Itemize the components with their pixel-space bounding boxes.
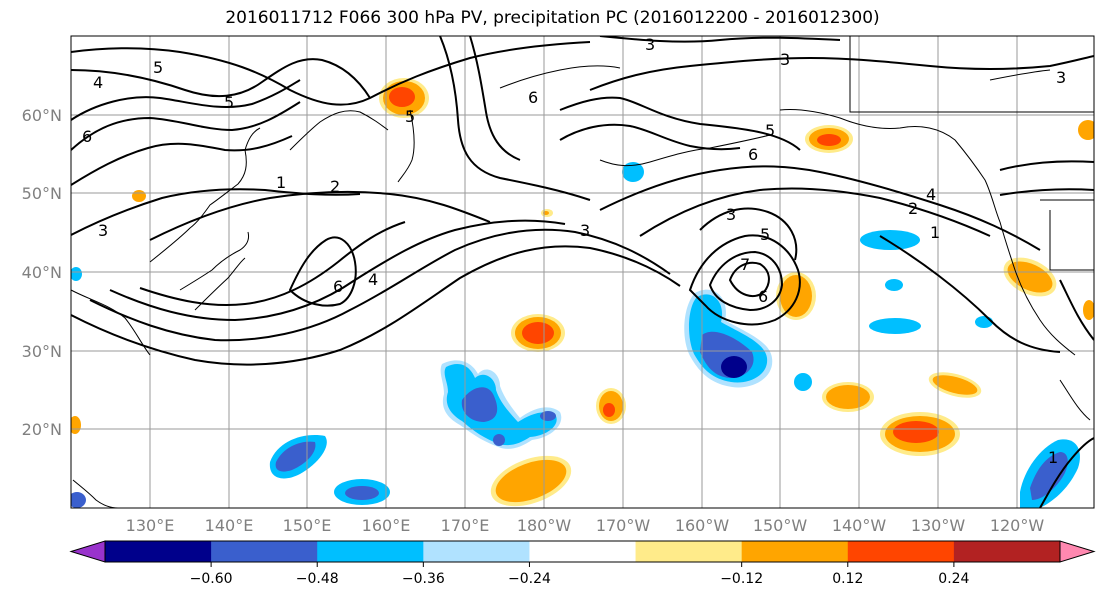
lon-label: 170°E: [441, 516, 490, 535]
colorbar-tick-label: 0.24: [938, 571, 969, 587]
contour-label: 2: [908, 199, 918, 218]
lat-label: 20°N: [22, 420, 62, 439]
lon-label: 180°W: [517, 516, 572, 535]
contour-label: 6: [758, 287, 768, 306]
contour-labels: 5 4 6 5 6 3 3 2 1 3 6 5 4 5 6 3 3 7 6 5 …: [82, 35, 1066, 467]
colorbar-ticks: −0.60 −0.48 −0.36 −0.24 −0.12 0.12 0.24: [190, 562, 970, 587]
colorbar-segment: [741, 541, 849, 562]
colorbar-tick-label: −0.12: [720, 571, 763, 587]
lon-label: 130°W: [911, 516, 966, 535]
lon-label: 130°E: [126, 516, 175, 535]
colorbar-tick-label: −0.48: [296, 571, 339, 587]
lat-label: 30°N: [22, 342, 62, 361]
contour-label: 4: [93, 73, 103, 92]
colorbar-tick-label: −0.36: [402, 571, 445, 587]
positive-anomaly-low-center: [776, 272, 816, 320]
colorbar-segment: [635, 541, 743, 562]
lon-label: 150°W: [753, 516, 808, 535]
contour-label: 3: [726, 205, 736, 224]
map-frame: [70, 35, 1095, 509]
lon-label: 160°E: [362, 516, 411, 535]
contour-label: 3: [645, 35, 655, 54]
contour-label: 1: [1048, 448, 1058, 467]
grid-lines: [71, 36, 1094, 508]
negative-anomaly-170e-25n: [440, 360, 562, 449]
lat-label: 60°N: [22, 106, 62, 125]
coastlines: [71, 36, 1094, 508]
contour-label: 3: [580, 221, 590, 240]
negative-anomaly-155e-12n: [334, 479, 390, 505]
colorbar-extend-low: [69, 540, 106, 563]
colorbar-extend-high: [1059, 540, 1096, 563]
negative-anomaly-120w-15n: [1020, 439, 1080, 508]
contour-label: 3: [1056, 68, 1066, 87]
contour-label: 6: [528, 88, 538, 107]
contour-label: 7: [740, 255, 750, 274]
colorbar-segment: [317, 541, 424, 562]
lon-label: 150°E: [283, 516, 332, 535]
contour-label: 4: [926, 185, 936, 204]
lat-label: 40°N: [22, 263, 62, 282]
colorbar-segment: [953, 541, 1061, 562]
contour-label: 3: [98, 221, 108, 240]
positive-anomaly-gulf-alaska: [805, 125, 853, 153]
chart-title: 2016011712 F066 300 hPa PV, precipitatio…: [225, 8, 880, 28]
longitude-labels: 130°E 140°E 150°E 160°E 170°E 180°W 170°…: [126, 516, 1045, 535]
positive-anomaly-175w: [596, 388, 626, 424]
colorbar-segment: [847, 541, 955, 562]
contour-label: 1: [930, 223, 940, 242]
positive-anomaly-140w-20n: [880, 412, 960, 456]
colorbar-frame: [104, 540, 1061, 563]
contour-label: 6: [82, 127, 92, 146]
contour-label: 4: [368, 270, 378, 289]
colorbar-tick-label: −0.24: [508, 571, 551, 587]
contour-label: 5: [760, 225, 770, 244]
colorbar-segments: [69, 540, 1096, 563]
contour-label: 1: [276, 173, 286, 192]
contour-label: 6: [748, 145, 758, 164]
colorbar-segment: [529, 541, 637, 562]
lon-label: 140°E: [205, 516, 254, 535]
lon-label: 170°W: [596, 516, 651, 535]
positive-anomaly-180-30n: [511, 314, 565, 352]
lon-label: 120°W: [990, 516, 1045, 535]
positive-anomaly-175e-15n: [490, 455, 572, 507]
contour-label: 5: [765, 121, 775, 140]
colorbar: −0.60 −0.48 −0.36 −0.24 −0.12 0.12 0.24: [69, 540, 1096, 587]
contour-label: 2: [330, 177, 340, 196]
positive-anomaly-130w: [928, 372, 982, 398]
pv-contours: [71, 36, 1094, 508]
contour-label: 5: [224, 93, 234, 112]
negative-anomaly-155w-30n: [684, 289, 773, 388]
latitude-labels: 60°N 50°N 40°N 30°N 20°N: [22, 106, 62, 439]
colorbar-segment: [423, 541, 530, 562]
positive-anomaly-145w: [822, 382, 874, 412]
colorbar-segment: [105, 541, 212, 562]
contour-label: 6: [333, 277, 343, 296]
colorbar-tick-label: 0.12: [832, 571, 863, 587]
colorbar-tick-label: −0.60: [190, 571, 233, 587]
lon-label: 160°W: [675, 516, 730, 535]
negative-anomaly-150e-18n: [269, 435, 327, 479]
lon-label: 140°W: [832, 516, 887, 535]
contour-label: 3: [780, 50, 790, 69]
contour-label: 5: [153, 58, 163, 77]
colorbar-segment: [211, 541, 318, 562]
lat-label: 50°N: [22, 184, 62, 203]
contour-label: 5: [405, 107, 415, 126]
